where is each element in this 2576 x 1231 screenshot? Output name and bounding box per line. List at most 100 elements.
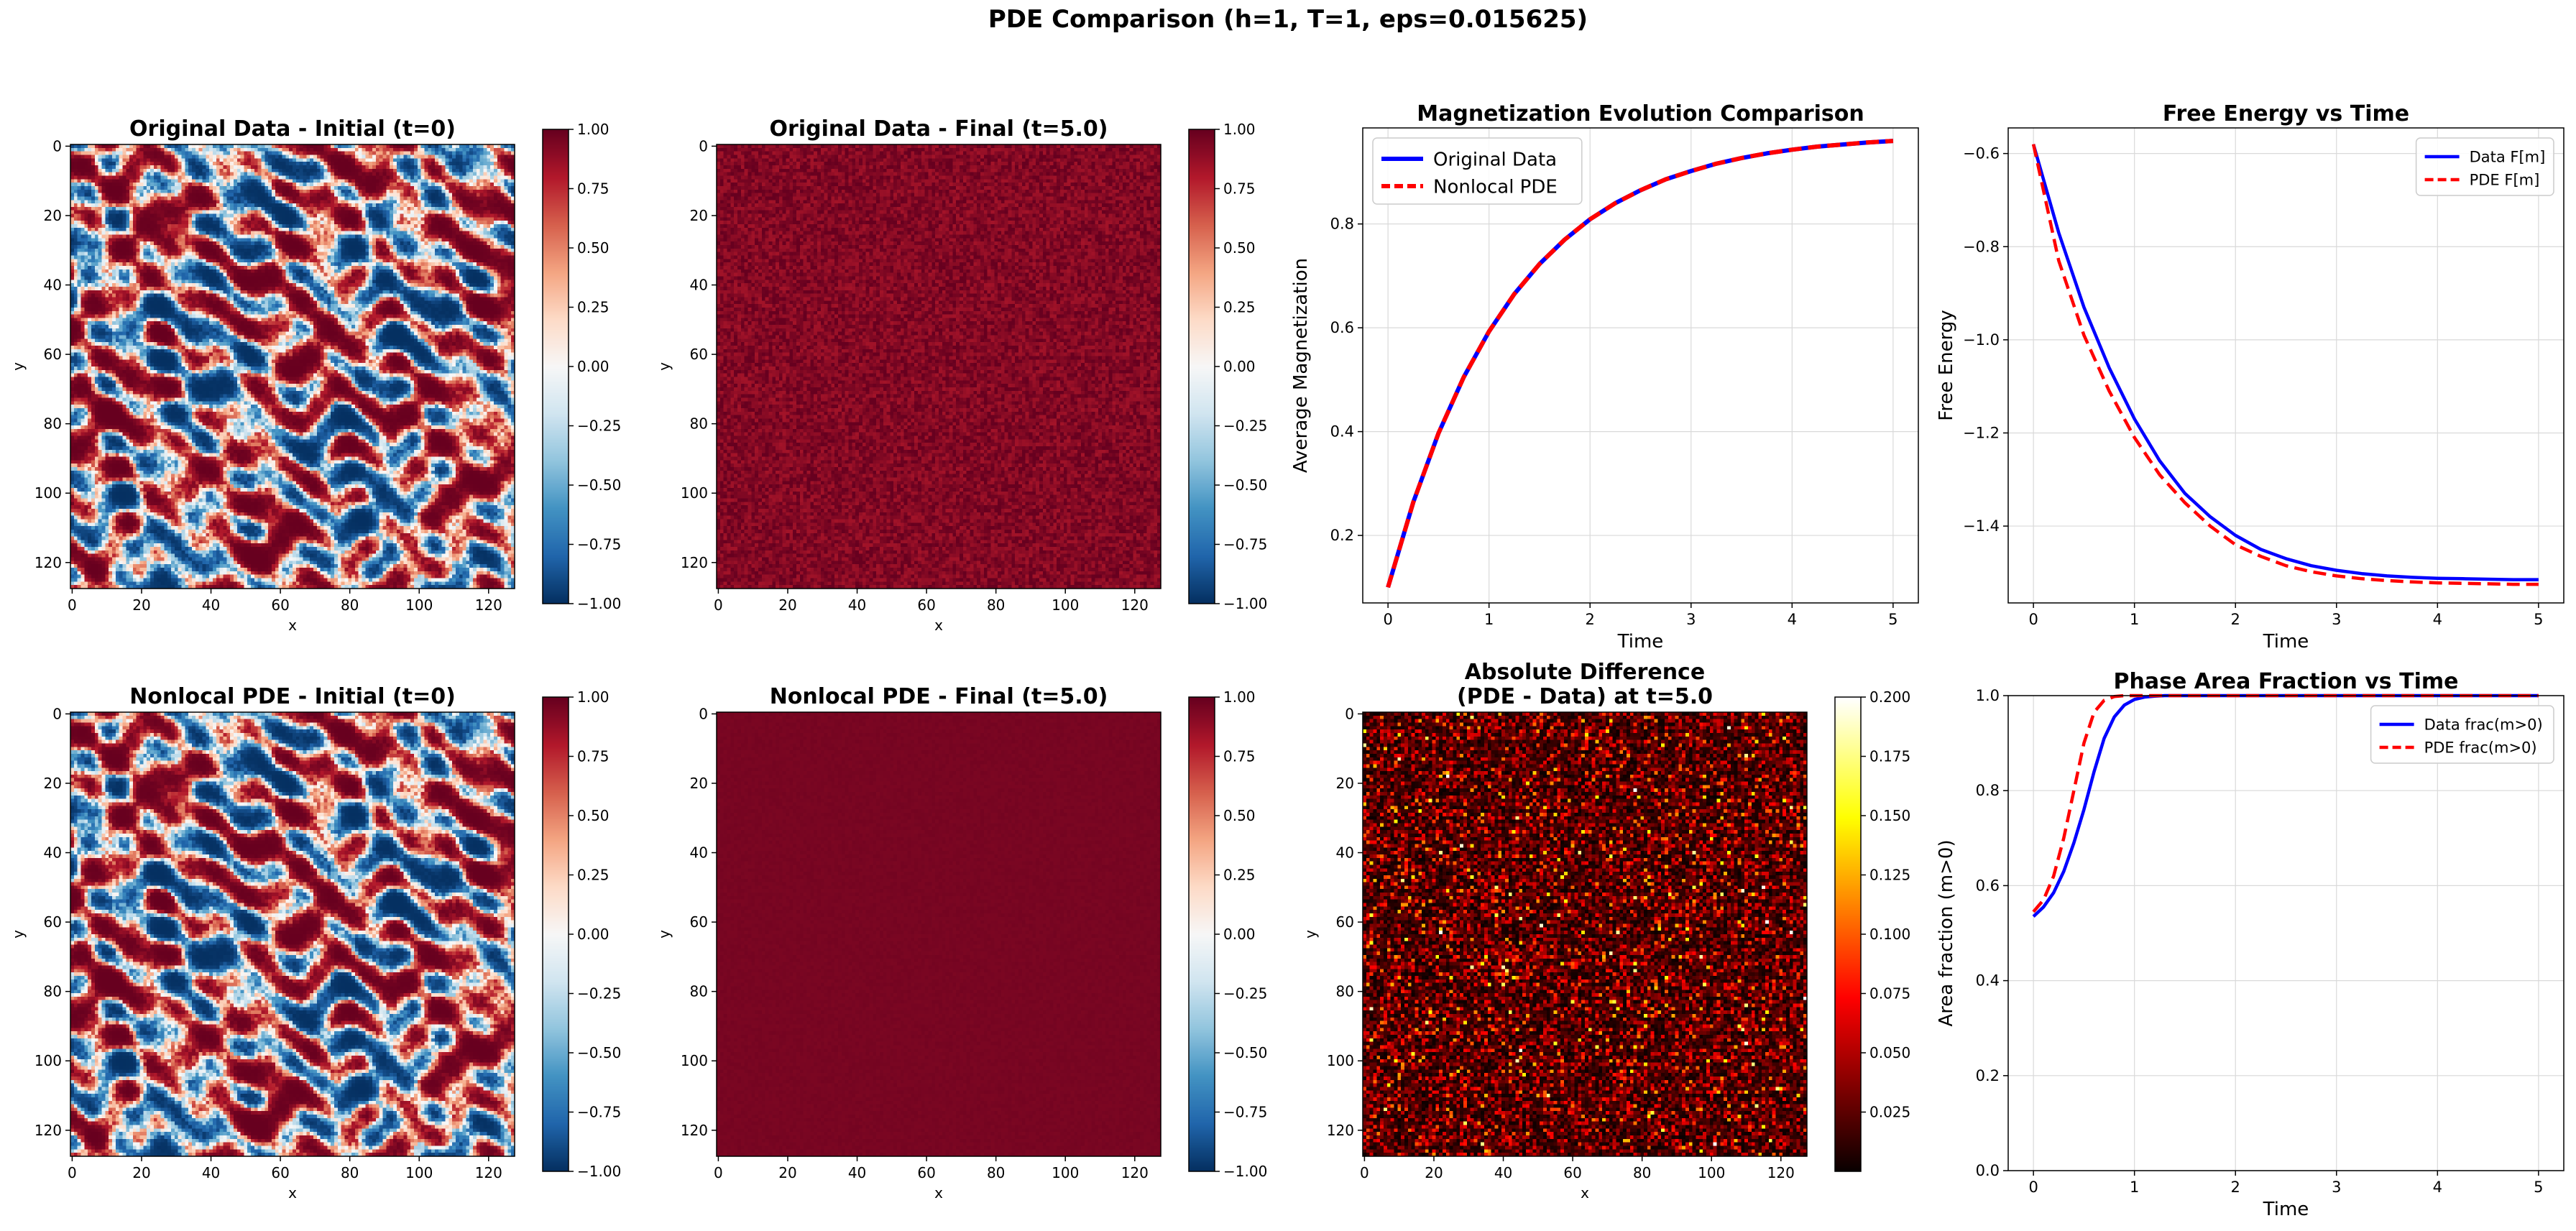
colorbar-tick-label: −0.75 [577, 536, 621, 553]
y-tick-label: 0 [52, 137, 62, 155]
line-panel-area-fraction: Phase Area Fraction vs Time 0 1 2 3 4 5 0.0 0.2 0… [1936, 669, 2564, 1220]
x-tick-label: 40 [848, 596, 866, 614]
series-line-2 [1386, 139, 1894, 589]
colorbar-tick-label: 0.75 [1223, 748, 1256, 765]
heatmap-frame [716, 144, 1162, 589]
heatmap-panel-orig-final: Original Data - Final (t=5.0) 0 20 40 60 80 10… [656, 116, 1267, 634]
y-tick-label: 0.6 [1330, 319, 1354, 336]
heatmap-frame [70, 144, 515, 589]
colorbar-tick-label: 0.75 [1223, 180, 1256, 198]
colorbar-tick-label: 0.175 [1869, 748, 1910, 765]
y-tick-label: 0.6 [1976, 877, 2000, 894]
heatmap-image [70, 144, 515, 589]
colorbar-tick-label: −0.75 [577, 1104, 621, 1121]
y-tick-label: 100 [681, 484, 708, 502]
heatmap-title: Original Data - Initial (t=0) [129, 116, 456, 142]
colorbar-tick-label: −0.50 [1223, 1044, 1267, 1061]
x-tick-label: 0 [68, 1164, 77, 1181]
y-tick-label: 60 [44, 913, 62, 931]
y-tick-label: 80 [690, 415, 708, 433]
x-tick-label: 120 [475, 596, 502, 614]
colorbar [1835, 697, 1861, 1171]
colorbar [543, 697, 569, 1171]
heatmap-image [717, 712, 1161, 1156]
x-tick-label: 80 [341, 596, 359, 614]
x-tick-label: 2 [2231, 611, 2240, 628]
y-tick-label: 120 [1327, 1122, 1354, 1139]
colorbar-tick-label: 0.50 [1223, 239, 1256, 257]
x-axis-label: x [1581, 1184, 1589, 1202]
x-tick-label: 40 [202, 1164, 220, 1181]
y-tick-label: 0.2 [1330, 527, 1354, 544]
x-tick-label: 1 [2130, 1179, 2139, 1196]
line-panel-free-energy: Free Energy vs Time 0 1 2 3 4 5 −1.4 −1.2 −1.0 −0.… [1936, 101, 2564, 653]
heatmap-title-line-2: (PDE - Data) at t=5.0 [1457, 684, 1713, 709]
x-tick-label: 5 [2534, 611, 2543, 628]
y-tick-label: 40 [1336, 844, 1354, 862]
y-axis-label: Free Energy [1936, 310, 1957, 420]
x-axis-label: x [288, 1184, 297, 1202]
colorbar-tick-label: 0.150 [1869, 807, 1910, 824]
y-tick-label: 0.8 [1976, 782, 2000, 799]
colorbar-tick-label: 0.75 [577, 748, 610, 765]
x-tick-label: 60 [917, 596, 935, 614]
y-tick-label: −1.0 [1963, 331, 2000, 349]
x-axis-label: x [934, 1184, 943, 1202]
heatmap-panel-abs-diff: Absolute Difference(PDE - Data) at t=5.0… [1302, 660, 1910, 1202]
colorbar-tick-label: −1.00 [577, 1163, 621, 1180]
x-axis-label: x [288, 617, 297, 634]
colorbar-tick-label: 1.00 [577, 121, 610, 138]
colorbar-tick-label: −0.25 [1223, 985, 1267, 1002]
x-tick-label: 4 [2433, 1179, 2442, 1196]
x-tick-label: 5 [2534, 1179, 2543, 1196]
y-tick-label: 120 [34, 554, 62, 571]
x-tick-label: 120 [1767, 1164, 1795, 1181]
chart-title: Free Energy vs Time [2163, 101, 2409, 126]
x-tick-label: 2 [2231, 1179, 2240, 1196]
x-axis-label: x [934, 617, 943, 634]
y-axis-label: y [9, 930, 27, 939]
x-tick-label: 0 [1383, 611, 1392, 628]
colorbar-tick-label: 1.00 [1223, 688, 1256, 706]
colorbar [1189, 697, 1215, 1171]
x-tick-label: 20 [778, 1164, 796, 1181]
colorbar-tick-label: 0.50 [1223, 807, 1256, 824]
x-tick-label: 100 [405, 596, 433, 614]
y-tick-label: 120 [681, 1122, 708, 1139]
x-tick-label: 120 [1121, 1164, 1149, 1181]
colorbar-tick-label: −0.50 [577, 476, 621, 494]
x-axis-label: Time [2263, 1199, 2309, 1220]
colorbar-tick-label: 0.00 [577, 926, 610, 943]
y-tick-label: 20 [1336, 775, 1354, 792]
series-line-1 [1386, 139, 1894, 589]
y-axis-label: y [9, 362, 27, 371]
y-tick-label: 100 [681, 1052, 708, 1069]
colorbar-tick-label: 0.25 [577, 867, 610, 884]
colorbar-tick-label: −1.00 [577, 595, 621, 612]
x-tick-label: 40 [1494, 1164, 1512, 1181]
colorbar-tick-label: −1.00 [1223, 1163, 1267, 1180]
y-tick-label: 60 [44, 346, 62, 363]
y-tick-label: 20 [44, 207, 62, 224]
colorbar-tick-label: 0.100 [1869, 926, 1910, 943]
x-tick-label: 20 [132, 1164, 150, 1181]
y-tick-label: 100 [34, 484, 62, 502]
y-tick-label: 0.8 [1330, 216, 1354, 233]
heatmap-image [1363, 712, 1807, 1156]
colorbar-tick-label: −0.25 [1223, 418, 1267, 435]
x-tick-label: 0 [1360, 1164, 1369, 1181]
series-line-1 [2031, 144, 2539, 581]
y-tick-label: 0.0 [1976, 1162, 2000, 1179]
x-tick-label: 120 [475, 1164, 502, 1181]
legend-label-1: Data frac(m>0) [2424, 716, 2543, 734]
y-axis-label: Average Magnetization [1290, 258, 1312, 473]
plot-frame [1362, 127, 1919, 604]
colorbar-tick-label: 0.125 [1869, 867, 1910, 884]
y-tick-label: 40 [690, 844, 708, 862]
x-tick-label: 0 [714, 1164, 723, 1181]
legend-label-2: PDE F[m] [2470, 172, 2540, 189]
colorbar-tick-label: 0.25 [1223, 299, 1256, 316]
legend-label-1: Original Data [1433, 149, 1557, 170]
x-tick-label: 60 [1563, 1164, 1581, 1181]
